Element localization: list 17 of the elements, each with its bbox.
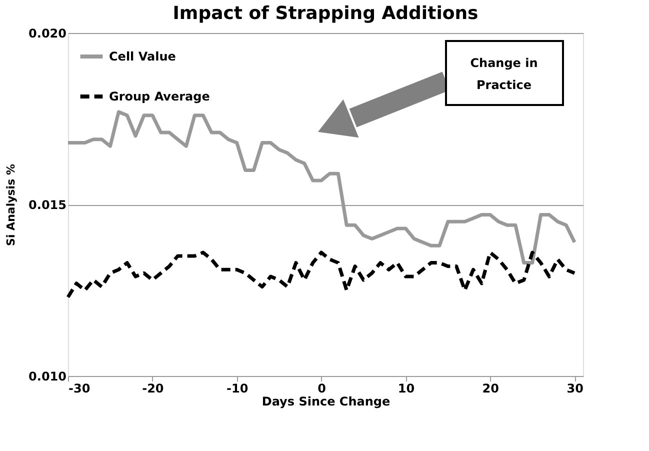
y-tick-label: 0.020 xyxy=(28,26,66,40)
x-tick-label: -20 xyxy=(142,382,164,396)
annotation: Change in Practice xyxy=(470,56,538,92)
y-axis-title: Si Analysis % xyxy=(4,164,18,246)
legend-label: Group Average xyxy=(109,90,210,104)
x-tick-label: -10 xyxy=(226,382,248,396)
x-axis-title: Days Since Change xyxy=(262,394,390,408)
x-tick-label: 30 xyxy=(566,382,584,396)
x-tick-label: 20 xyxy=(482,382,499,396)
x-tick-label: 0 xyxy=(318,382,326,396)
y-tick-label: 0.010 xyxy=(28,370,66,384)
line-series xyxy=(66,250,576,299)
chart-title: Impact of Strapping Additions xyxy=(172,3,478,24)
y-tick-label: 0.015 xyxy=(28,198,66,212)
x-tick-label: -30 xyxy=(68,382,90,396)
legend-label: Cell Value xyxy=(109,50,176,64)
x-tick-label: 10 xyxy=(398,382,415,396)
